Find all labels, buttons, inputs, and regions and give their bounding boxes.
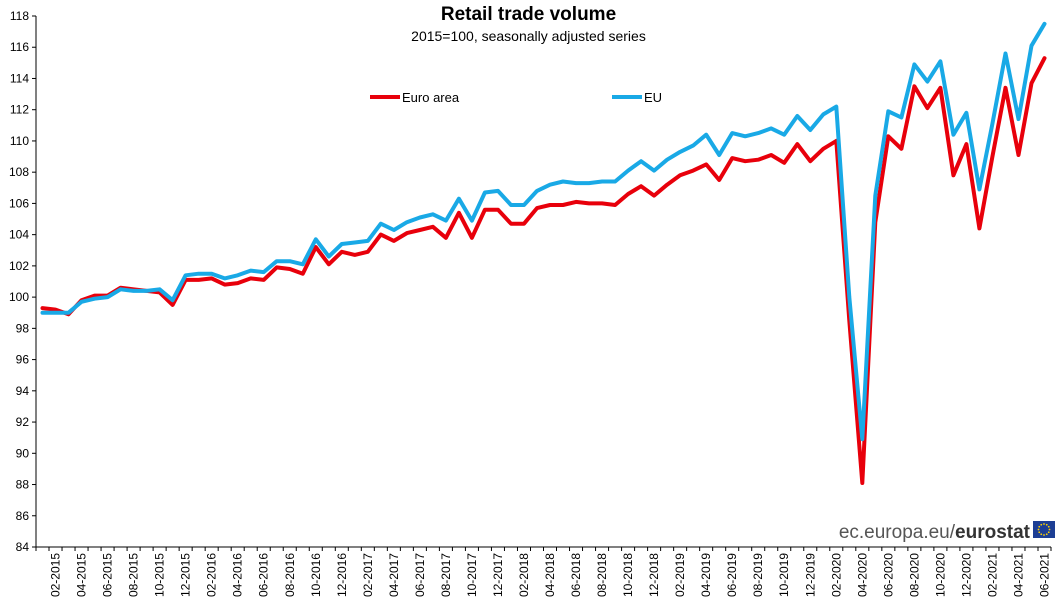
x-tick-label: 06-2015: [101, 553, 115, 597]
flag-star: [1045, 533, 1048, 536]
eu-flag-icon: [1033, 521, 1055, 538]
x-tick-label: 02-2018: [517, 553, 531, 597]
flag-star: [1040, 523, 1043, 526]
x-tick-label: 02-2020: [829, 553, 843, 597]
y-tick-label: 104: [9, 228, 29, 242]
x-tick-label: 12-2020: [959, 553, 973, 597]
x-tick-label: 02-2016: [205, 553, 219, 597]
source-credit: ec.europa.eu/eurostat: [839, 521, 1055, 543]
x-tick-label: 12-2016: [335, 553, 349, 597]
y-tick-label: 110: [10, 134, 29, 148]
source-text: ec.europa.eu/eurostat: [839, 522, 1031, 543]
chart-title: Retail trade volume: [440, 4, 617, 25]
x-tick-label: 06-2016: [257, 553, 271, 597]
legend-label-eu: EU: [644, 90, 662, 105]
x-tick-label: 12-2019: [803, 553, 817, 597]
series-line-eu: [40, 21, 1047, 442]
x-tick-label: 08-2018: [595, 553, 609, 597]
x-tick-label: 04-2018: [543, 553, 557, 597]
y-tick-label: 98: [16, 321, 30, 335]
x-tick-label: 04-2021: [1011, 553, 1025, 597]
chart-subtitle: 2015=100, seasonally adjusted series: [411, 28, 646, 44]
y-tick-label: 112: [10, 103, 29, 117]
x-tick-label: 10-2016: [309, 553, 323, 597]
x-tick-label: 08-2017: [439, 553, 453, 597]
y-tick-label: 86: [16, 509, 30, 523]
flag-star: [1037, 528, 1040, 531]
x-tick-label: 04-2019: [699, 553, 713, 597]
flag-background: [1033, 521, 1055, 538]
y-tick-label: 114: [10, 71, 29, 85]
y-tick-label: 102: [9, 259, 29, 273]
y-tick-label: 96: [16, 353, 30, 367]
x-tick-label: 04-2017: [387, 553, 401, 597]
x-tick-label: 08-2020: [907, 553, 921, 597]
x-tick-label: 04-2016: [231, 553, 245, 597]
x-tick-label: 12-2015: [179, 553, 193, 597]
y-tick-label: 116: [10, 40, 29, 54]
x-tick-label: 02-2017: [361, 553, 375, 597]
y-axis: 84 86 88 90 92 94 96 98 100 102 104 106 108 110 112 114…: [9, 9, 37, 554]
flag-star: [1043, 523, 1045, 525]
x-tick-label: 10-2020: [933, 553, 947, 597]
x-tick-label: 02-2021: [985, 553, 999, 597]
x-tick-label: 02-2019: [673, 553, 687, 597]
y-tick-label: 100: [9, 290, 29, 304]
x-tick-label: 08-2016: [283, 553, 297, 597]
y-tick-label: 88: [16, 478, 30, 492]
source-brand: eurostat: [955, 522, 1031, 543]
series-layer: [40, 21, 1047, 485]
source-domain: ec.europa.eu/: [839, 522, 956, 543]
x-tick-label: 02-2015: [49, 553, 63, 597]
y-tick-label: 84: [16, 540, 30, 554]
x-tick-label: 06-2019: [725, 553, 739, 597]
flag-star: [1040, 533, 1043, 536]
y-tick-label: 118: [10, 9, 29, 23]
x-tick-label: 08-2019: [751, 553, 765, 597]
x-tick-label: 06-2021: [1037, 553, 1051, 597]
x-tick-label: 10-2015: [153, 553, 167, 597]
x-tick-label: 10-2019: [777, 553, 791, 597]
flag-star: [1043, 534, 1045, 536]
flag-star: [1047, 525, 1050, 528]
x-axis: 02-2015 04-2015 06-2015 08-2015 10-2015 12-20…: [35, 546, 1052, 597]
x-tick-label: 06-2017: [413, 553, 427, 597]
y-tick-label: 90: [16, 446, 30, 460]
x-tick-label: 08-2015: [127, 553, 141, 597]
x-tick-label: 06-2018: [569, 553, 583, 597]
legend: Euro area EU: [370, 90, 662, 105]
y-tick-label: 106: [9, 196, 29, 210]
flag-star: [1038, 525, 1041, 528]
y-tick-label: 92: [16, 415, 30, 429]
y-tick-label: 108: [9, 165, 29, 179]
x-tick-label: 10-2018: [621, 553, 635, 597]
x-tick-label: 12-2017: [491, 553, 505, 597]
x-tick-label: 12-2018: [647, 553, 661, 597]
series-line-euro-area: [40, 56, 1047, 485]
legend-label-euro-area: Euro area: [402, 90, 460, 105]
flag-star: [1045, 523, 1048, 526]
x-tick-label: 04-2015: [75, 553, 89, 597]
x-tick-label: 04-2020: [855, 553, 869, 597]
x-tick-label: 06-2020: [881, 553, 895, 597]
flag-star: [1048, 528, 1051, 531]
x-tick-label: 10-2017: [465, 553, 479, 597]
flag-star: [1047, 531, 1050, 534]
y-tick-label: 94: [16, 384, 30, 398]
flag-star: [1038, 531, 1041, 534]
